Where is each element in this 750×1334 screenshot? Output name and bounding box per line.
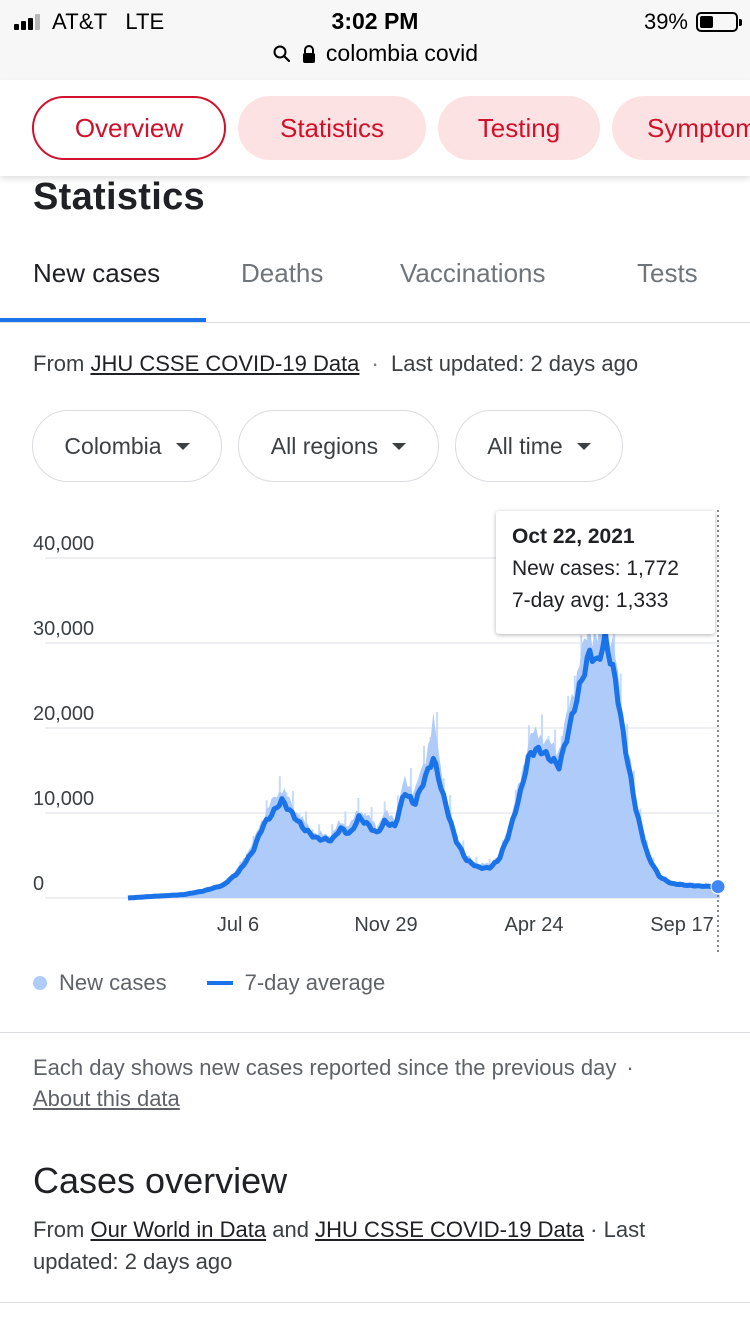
region-value: All regions — [270, 432, 379, 459]
battery-level — [700, 16, 714, 28]
stats-tabs: New cases Deaths Vaccinations Tests — [0, 240, 750, 323]
ov-and: and — [272, 1217, 309, 1242]
source-updated: Last updated: 2 days ago — [391, 351, 639, 376]
page-title: Statistics — [33, 176, 205, 218]
tooltip-date: Oct 22, 2021 — [512, 525, 635, 548]
chart-legend: New cases 7-day average — [33, 970, 385, 996]
section-divider — [0, 1302, 750, 1303]
chart-tooltip: Oct 22, 2021 New cases: 1,772 7-day avg:… — [496, 511, 715, 634]
chart-y-ticks: 0 10,000 20,000 30,000 40,000 — [33, 533, 94, 895]
url-bar[interactable]: colombia covid — [0, 40, 750, 67]
data-note: Each day shows new cases reported since … — [33, 1052, 723, 1114]
time-range-dropdown[interactable]: All time — [455, 410, 623, 482]
search-icon — [272, 44, 292, 64]
chart-svg: 0 10,000 20,000 30,000 40,000 Jul 6 Nov 29 Apr… — [33, 510, 726, 952]
chart-x-ticks: Jul 6 Nov 29 Apr 24 Sep 17 — [217, 914, 714, 936]
ov-updated: · Last updated: 2 days ago — [33, 1217, 646, 1274]
status-right: 39% — [643, 9, 742, 35]
y-tick-label: 30,000 — [33, 618, 94, 640]
legend-label-new-cases: New cases — [59, 970, 167, 995]
source-separator: · — [371, 351, 379, 376]
y-tick-label: 0 — [33, 873, 44, 895]
legend-label-7day: 7-day average — [244, 970, 386, 995]
chevron-down-icon — [392, 442, 407, 450]
about-data-link[interactable]: About this data — [33, 1086, 180, 1111]
tooltip-7day-avg: 7-day avg: 1,333 — [512, 589, 669, 612]
cases-overview-title: Cases overview — [33, 1160, 288, 1201]
network-label: LTE — [125, 9, 165, 34]
x-tick-label: Apr 24 — [505, 914, 564, 936]
range-value: All time — [487, 432, 563, 459]
new-cases-chart[interactable]: 0 10,000 20,000 30,000 40,000 Jul 6 Nov 29 Apr… — [0, 500, 750, 960]
status-bar: AT&T LTE 3:02 PM 39% colombia covid — [0, 0, 750, 80]
data-source-line: From JHU CSSE COVID-19 Data · Last updat… — [33, 351, 638, 377]
y-tick-label: 20,000 — [33, 703, 94, 725]
chart-daily-area — [128, 619, 718, 898]
chip-statistics[interactable]: Statistics — [238, 96, 426, 160]
battery-percent: 39% — [643, 9, 688, 34]
status-left: AT&T LTE — [14, 9, 164, 35]
note-text: Each day shows new cases reported since … — [33, 1055, 617, 1080]
legend-dot-new-cases — [33, 976, 47, 990]
chart-hover-point — [710, 879, 726, 895]
y-tick-label: 40,000 — [33, 533, 94, 555]
chevron-down-icon — [576, 442, 591, 450]
topic-chip-row: Overview Statistics Testing Symptoms — [0, 80, 750, 176]
carrier-label: AT&T — [52, 9, 108, 34]
signal-strength-icon — [14, 14, 42, 30]
x-tick-label: Nov 29 — [354, 914, 417, 936]
tab-new-cases[interactable]: New cases — [33, 258, 161, 288]
url-query: colombia covid — [325, 40, 479, 66]
tooltip-new-cases: New cases: 1,772 — [512, 557, 679, 580]
ov-from: From — [33, 1217, 85, 1242]
chart-7day-line — [127, 630, 719, 901]
jhu-link[interactable]: JHU CSSE COVID-19 Data — [315, 1217, 585, 1242]
chip-testing[interactable]: Testing — [438, 96, 600, 160]
country-dropdown[interactable]: Colombia — [32, 410, 222, 482]
cases-overview-source: From Our World in Data and JHU CSSE COVI… — [33, 1214, 713, 1278]
note-separator: · — [626, 1055, 634, 1080]
owid-link[interactable]: Our World in Data — [90, 1217, 267, 1242]
battery-icon — [696, 12, 742, 32]
x-tick-label: Jul 6 — [217, 914, 259, 936]
country-value: Colombia — [64, 432, 162, 459]
lock-icon — [302, 44, 316, 64]
section-divider — [0, 1032, 750, 1033]
y-tick-label: 10,000 — [33, 788, 94, 810]
source-prefix: From — [33, 351, 85, 376]
chip-symptoms[interactable]: Symptoms — [612, 96, 750, 160]
chip-overview[interactable]: Overview — [32, 96, 226, 160]
source-link[interactable]: JHU CSSE COVID-19 Data — [90, 351, 360, 376]
active-tab-indicator — [0, 318, 206, 322]
tab-deaths[interactable]: Deaths — [241, 258, 324, 288]
chevron-down-icon — [175, 442, 190, 450]
x-tick-label: Sep 17 — [650, 914, 713, 936]
tab-tests[interactable]: Tests — [637, 258, 698, 288]
clock: 3:02 PM — [331, 8, 419, 34]
region-dropdown[interactable]: All regions — [238, 410, 439, 482]
legend-line-7day — [206, 981, 233, 985]
tab-vaccinations[interactable]: Vaccinations — [400, 258, 546, 288]
